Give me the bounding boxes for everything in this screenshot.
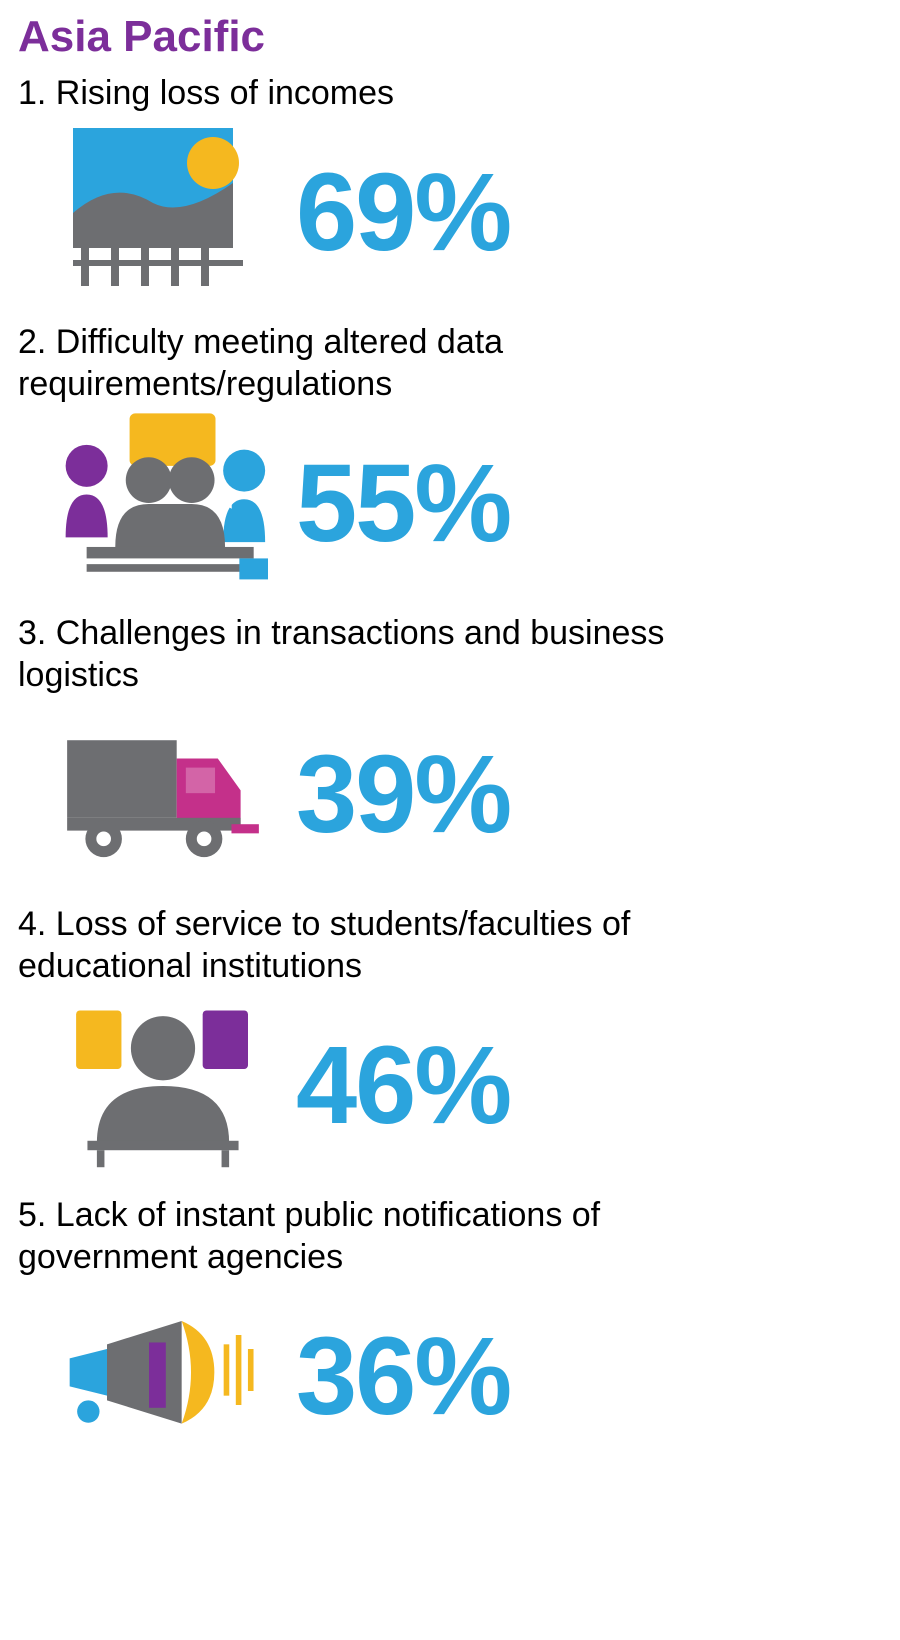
stat-item: 4. Loss of service to students/faculties… <box>18 903 882 1176</box>
stat-item: 5. Lack of instant public notifications … <box>18 1194 882 1467</box>
stat-item: 1. Rising loss of incomes 69% <box>18 72 882 303</box>
stat-value: 36% <box>296 1313 510 1440</box>
stat-body: 36% <box>18 1287 882 1467</box>
truck-icon <box>58 705 268 885</box>
stat-label: 5. Lack of instant public notifications … <box>18 1194 778 1279</box>
stat-body: 39% <box>18 705 882 885</box>
stat-label: 4. Loss of service to students/faculties… <box>18 903 778 988</box>
data-regulations-icon <box>58 414 268 594</box>
stat-value: 39% <box>296 731 510 858</box>
stat-value: 46% <box>296 1022 510 1149</box>
stat-item: 3. Challenges in transactions and busine… <box>18 612 882 885</box>
megaphone-icon <box>58 1287 268 1467</box>
stat-label: 3. Challenges in transactions and busine… <box>18 612 778 697</box>
stat-body: 46% <box>18 996 882 1176</box>
stat-body: 55% <box>18 414 882 594</box>
stat-value: 69% <box>296 149 510 276</box>
student-icon <box>58 996 268 1176</box>
stat-label: 1. Rising loss of incomes <box>18 72 778 115</box>
stat-item: 2. Difficulty meeting altered data requi… <box>18 321 882 594</box>
stat-label: 2. Difficulty meeting altered data requi… <box>18 321 778 406</box>
income-loss-icon <box>58 123 268 303</box>
region-title: Asia Pacific <box>18 12 882 62</box>
stat-value: 55% <box>296 440 510 567</box>
stat-body: 69% <box>18 123 882 303</box>
